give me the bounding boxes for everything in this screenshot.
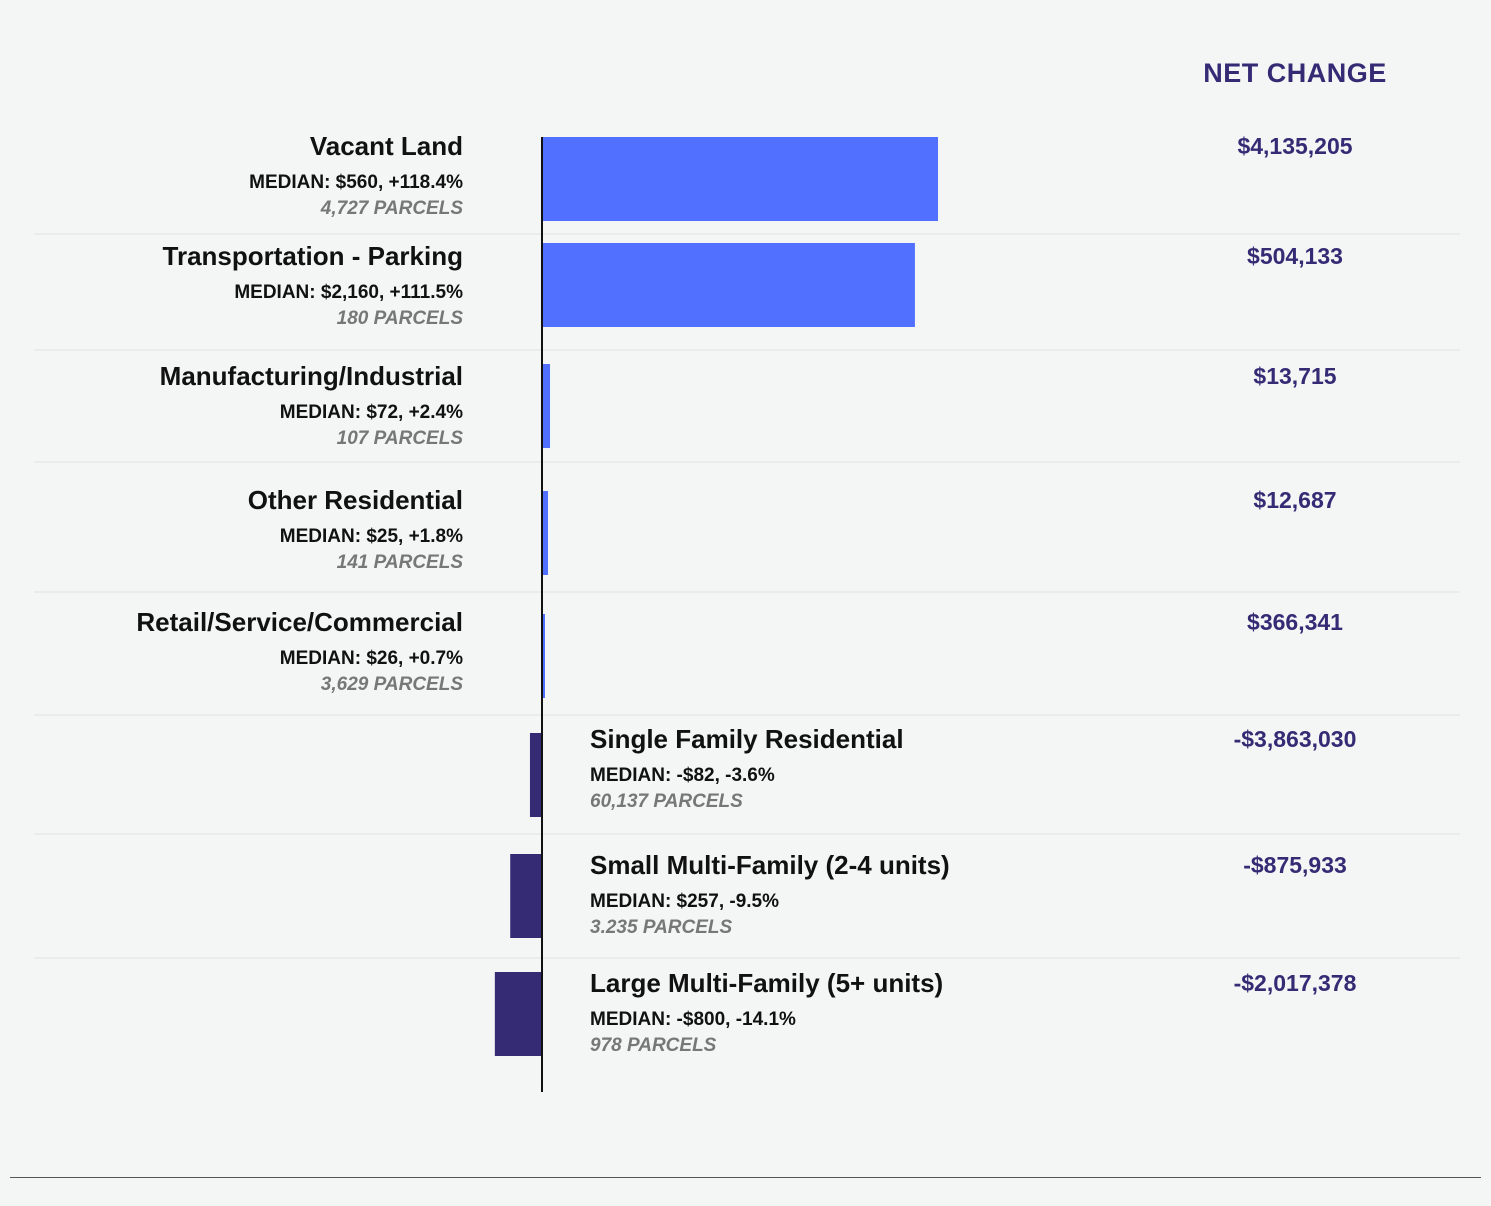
parcels-label: 107 PARCELS [337, 428, 464, 449]
net-change-value: $4,135,205 [1237, 133, 1352, 159]
parcels-label: 978 PARCELS [590, 1035, 717, 1056]
category-label: Vacant Land [310, 131, 463, 161]
net-change-value: $12,687 [1253, 487, 1336, 513]
net-change-value: -$875,933 [1243, 852, 1347, 878]
category-label: Single Family Residential [590, 724, 904, 754]
net-change-header: NET CHANGE [1203, 58, 1387, 88]
median-label: MEDIAN: $257, -9.5% [590, 891, 779, 912]
net-change-value: -$3,863,030 [1234, 726, 1357, 752]
median-label: MEDIAN: $26, +0.7% [280, 648, 463, 669]
bar-4 [542, 491, 549, 575]
bar-1 [542, 137, 938, 221]
net-change-value: $366,341 [1247, 609, 1343, 635]
net-change-value: $504,133 [1247, 243, 1343, 269]
median-label: MEDIAN: $25, +1.8% [280, 526, 463, 547]
median-label: MEDIAN: $2,160, +111.5% [234, 282, 463, 303]
parcels-label: 3,629 PARCELS [321, 674, 464, 695]
bar-7 [510, 854, 542, 938]
bar-3 [542, 364, 551, 448]
bottom-divider [10, 1177, 1481, 1178]
category-label: Retail/Service/Commercial [136, 607, 463, 637]
median-label: MEDIAN: -$800, -14.1% [590, 1009, 796, 1030]
bar-6 [529, 733, 542, 817]
parcels-label: 4,727 PARCELS [320, 198, 464, 219]
median-label: MEDIAN: -$82, -3.6% [590, 765, 775, 786]
parcels-label: 141 PARCELS [337, 552, 464, 573]
bar-8 [494, 972, 542, 1056]
category-label: Manufacturing/Industrial [160, 361, 463, 391]
bar-2 [542, 243, 915, 327]
category-label: Transportation - Parking [163, 241, 464, 271]
net-change-value: -$2,017,378 [1234, 970, 1357, 996]
category-label: Large Multi-Family (5+ units) [590, 968, 943, 998]
net-change-value: $13,715 [1253, 363, 1336, 389]
category-label: Other Residential [248, 485, 463, 515]
parcels-label: 3.235 PARCELS [590, 917, 733, 938]
parcels-label: 60,137 PARCELS [590, 791, 743, 812]
median-label: MEDIAN: $560, +118.4% [249, 172, 463, 193]
category-label: Small Multi-Family (2-4 units) [590, 850, 950, 880]
parcels-label: 180 PARCELS [337, 308, 464, 329]
median-label: MEDIAN: $72, +2.4% [280, 402, 463, 423]
bar-5 [542, 614, 545, 698]
